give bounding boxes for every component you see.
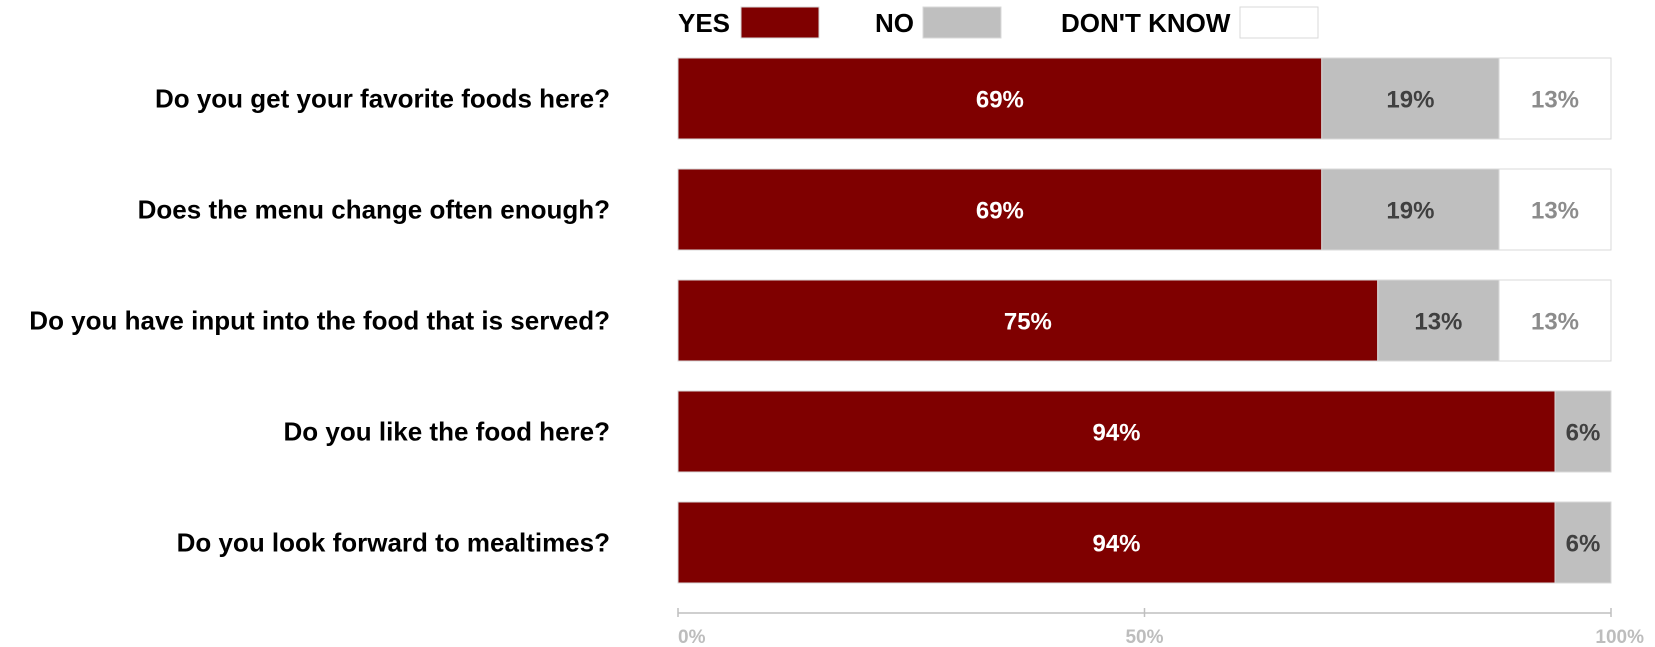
category-label: Do you get your favorite foods here? — [155, 84, 610, 114]
data-label-no: 13% — [1414, 309, 1462, 336]
legend-label-no: NO — [875, 8, 914, 38]
data-label-no: 19% — [1386, 87, 1434, 114]
bar-no — [1377, 279, 1500, 362]
bar-no — [1554, 501, 1612, 584]
data-label-yes: 94% — [1092, 531, 1140, 558]
data-label-yes: 69% — [976, 87, 1024, 114]
legend-swatch-yes — [740, 6, 820, 39]
category-label: Do you like the food here? — [284, 417, 610, 447]
data-label-don-t-know: 13% — [1531, 87, 1579, 114]
x-tick-label: 0% — [678, 627, 706, 647]
bar-yes — [677, 279, 1379, 362]
x-tick-label: 100% — [1595, 627, 1644, 647]
data-label-don-t-know: 13% — [1531, 309, 1579, 336]
bar-no — [1321, 57, 1500, 140]
bar-don-t-know — [1498, 279, 1612, 362]
bar-no — [1321, 168, 1500, 251]
legend-swatch-no — [922, 6, 1002, 39]
category-label: Do you have input into the food that is … — [29, 306, 610, 336]
data-label-yes: 75% — [1004, 309, 1052, 336]
data-label-no: 6% — [1566, 420, 1601, 447]
bar-yes — [677, 168, 1323, 251]
data-label-no: 19% — [1386, 198, 1434, 225]
bar-yes — [677, 57, 1323, 140]
bar-yes — [677, 390, 1556, 473]
legend-label-yes: YES — [678, 8, 730, 38]
x-tick-label: 50% — [1125, 627, 1163, 647]
data-label-no: 6% — [1566, 531, 1601, 558]
bar-don-t-know — [1498, 168, 1612, 251]
category-label: Do you look forward to mealtimes? — [177, 528, 610, 558]
data-label-yes: 94% — [1092, 420, 1140, 447]
data-label-don-t-know: 13% — [1531, 198, 1579, 225]
category-label: Does the menu change often enough? — [138, 195, 610, 225]
bar-yes — [677, 501, 1556, 584]
legend-swatch-don-t-know — [1239, 6, 1319, 39]
data-label-yes: 69% — [976, 198, 1024, 225]
bar-no — [1554, 390, 1612, 473]
bar-don-t-know — [1498, 57, 1612, 140]
legend-label-don-t-know: DON'T KNOW — [1061, 8, 1231, 38]
